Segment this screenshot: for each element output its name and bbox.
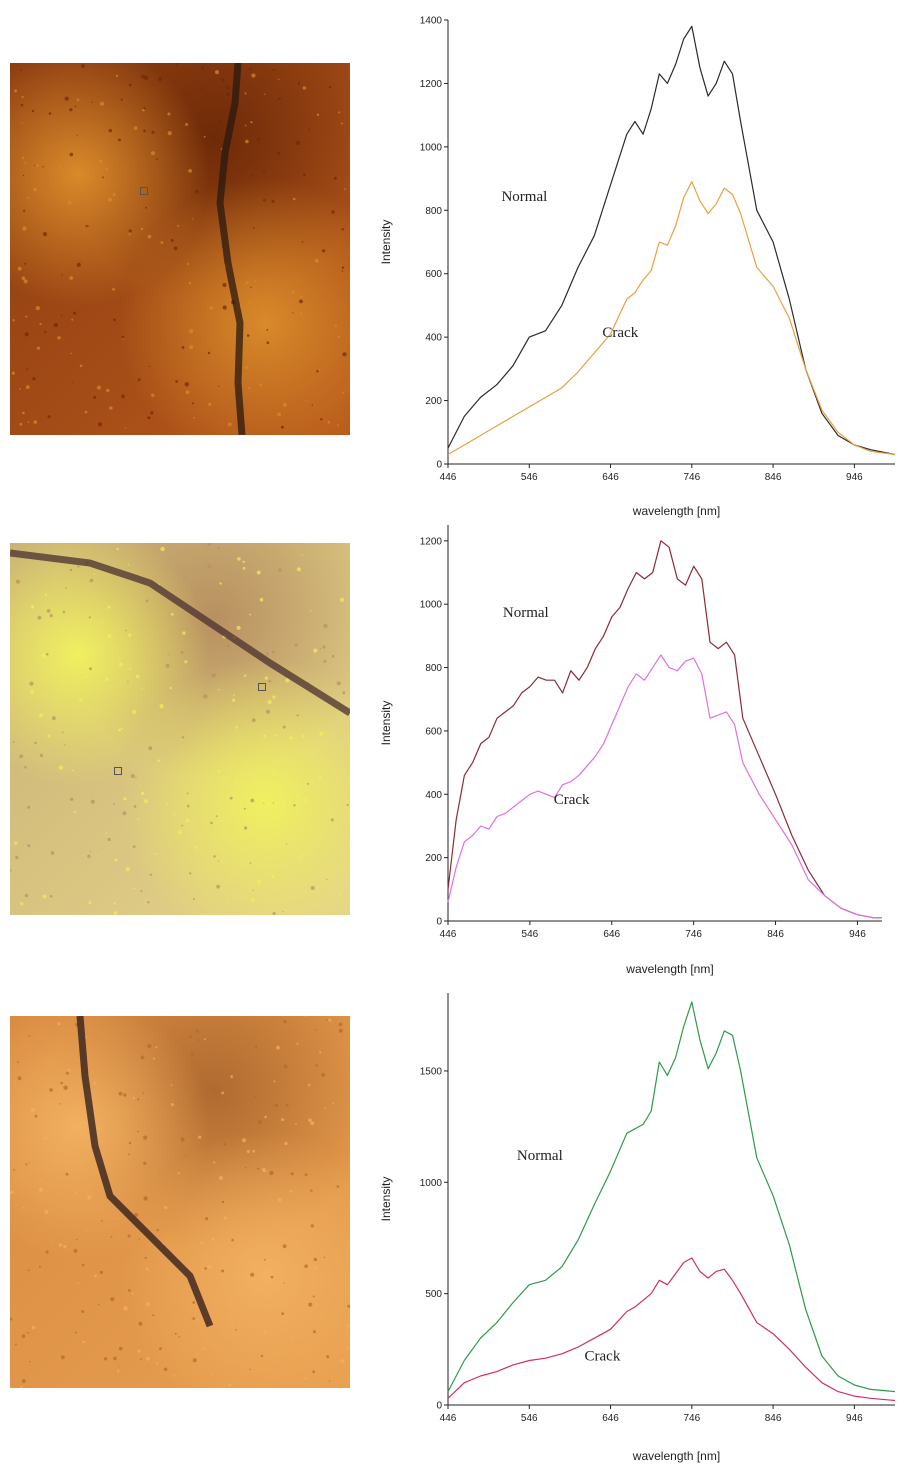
y-tick-label: 1000 bbox=[420, 142, 443, 153]
y-axis-label: Intensity bbox=[379, 220, 393, 265]
series-line-normal bbox=[447, 25, 896, 456]
annotation-normal: Normal bbox=[501, 189, 547, 205]
y-tick-label: 200 bbox=[425, 396, 442, 407]
y-tick-label: 600 bbox=[425, 726, 442, 737]
series-line-crack bbox=[447, 1257, 896, 1402]
measurement-marker bbox=[140, 187, 148, 195]
x-axis-label: wavelength [nm] bbox=[632, 1449, 720, 1463]
x-tick-label: 646 bbox=[603, 929, 620, 940]
micrograph-1 bbox=[10, 63, 350, 435]
micrograph-texture bbox=[10, 543, 350, 915]
micrograph-texture bbox=[10, 1016, 350, 1388]
x-tick-label: 446 bbox=[440, 472, 457, 483]
annotation-normal: Normal bbox=[517, 1148, 563, 1164]
measurement-marker bbox=[114, 767, 122, 775]
y-tick-label: 600 bbox=[425, 269, 442, 280]
x-tick-label: 846 bbox=[767, 929, 784, 940]
x-tick-label: 446 bbox=[440, 1413, 457, 1424]
y-axis-label: Intensity bbox=[379, 701, 393, 746]
series-line-normal bbox=[447, 540, 882, 919]
micrograph-3 bbox=[10, 1016, 350, 1388]
y-axis-label: Intensity bbox=[379, 1177, 393, 1222]
x-axis-label: wavelength [nm] bbox=[625, 962, 713, 976]
y-tick-label: 800 bbox=[425, 206, 442, 217]
x-tick-label: 746 bbox=[683, 1413, 700, 1424]
x-tick-label: 646 bbox=[602, 472, 619, 483]
annotation-crack: Crack bbox=[554, 792, 590, 808]
x-tick-label: 646 bbox=[602, 1413, 619, 1424]
x-tick-label: 946 bbox=[846, 1413, 863, 1424]
series-line-crack bbox=[447, 654, 882, 919]
y-tick-label: 500 bbox=[425, 1289, 442, 1300]
series-line-crack bbox=[447, 181, 896, 456]
series-line-normal bbox=[447, 1001, 896, 1393]
y-tick-label: 400 bbox=[425, 333, 442, 344]
x-tick-label: 846 bbox=[765, 1413, 782, 1424]
micrograph-texture bbox=[10, 63, 350, 435]
x-tick-label: 746 bbox=[685, 929, 702, 940]
x-tick-label: 546 bbox=[522, 929, 539, 940]
y-tick-label: 1500 bbox=[420, 1066, 443, 1077]
x-tick-label: 546 bbox=[521, 472, 538, 483]
y-tick-label: 200 bbox=[425, 853, 442, 864]
y-tick-label: 0 bbox=[436, 917, 442, 928]
y-tick-label: 0 bbox=[436, 460, 442, 471]
x-tick-label: 946 bbox=[846, 472, 863, 483]
y-tick-label: 800 bbox=[425, 663, 442, 674]
y-tick-label: 1200 bbox=[420, 79, 443, 90]
y-tick-label: 1000 bbox=[420, 1178, 443, 1189]
y-tick-label: 1400 bbox=[420, 16, 443, 27]
micrograph-2 bbox=[10, 543, 350, 915]
x-tick-label: 746 bbox=[683, 472, 700, 483]
x-tick-label: 946 bbox=[849, 929, 866, 940]
x-tick-label: 546 bbox=[521, 1413, 538, 1424]
measurement-marker bbox=[258, 683, 266, 691]
y-tick-label: 400 bbox=[425, 790, 442, 801]
y-tick-label: 1200 bbox=[420, 536, 443, 547]
annotation-crack: Crack bbox=[602, 325, 638, 341]
y-tick-label: 1000 bbox=[420, 600, 443, 611]
annotation-crack: Crack bbox=[585, 1348, 621, 1364]
x-tick-label: 446 bbox=[440, 929, 457, 940]
x-tick-label: 846 bbox=[765, 472, 782, 483]
annotation-normal: Normal bbox=[503, 605, 549, 621]
x-axis-label: wavelength [nm] bbox=[632, 504, 720, 518]
y-tick-label: 0 bbox=[436, 1401, 442, 1412]
